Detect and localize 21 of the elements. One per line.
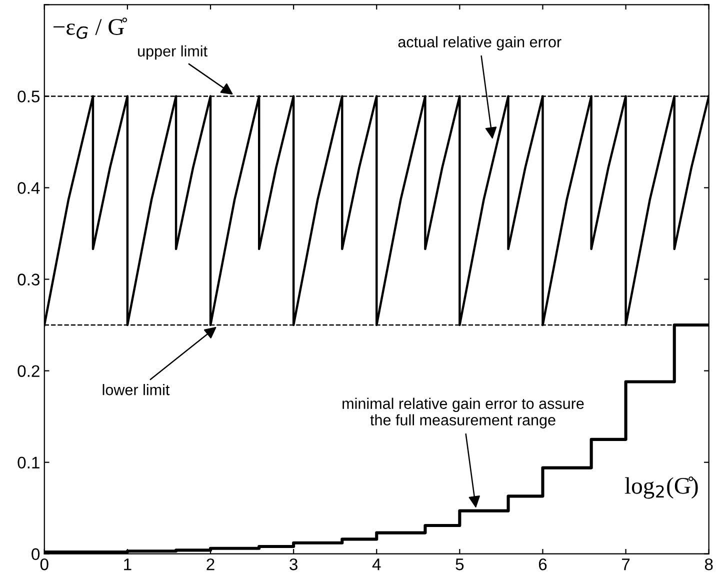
y-axis-title: −ε$_{G}$ / G̊ [54,18,128,39]
x-tick-label: 7 [622,558,630,570]
annotation: lower limit [102,384,170,396]
y-tick-label: 0 [32,548,40,560]
x-tick-label: 1 [124,558,132,570]
y-tick-label: 0.3 [18,274,40,286]
annotation: minimal relative gain error to assure the full measurement range [342,398,584,428]
x-tick-label: 3 [290,558,298,570]
x-tick-label: 8 [704,558,713,570]
annotation: upper limit [138,45,208,60]
y-tick-label: 0.4 [18,182,40,194]
x-tick-label: 5 [456,558,464,570]
annotation: actual relative gain error [398,36,562,50]
x-axis-title: log$_{2}$(G̊) [624,476,698,499]
x-tick-label: 4 [372,558,381,570]
y-tick-label: 0.1 [18,456,40,469]
x-tick-label: 2 [206,558,214,570]
x-tick-label: 0 [40,558,48,570]
x-tick-label: 6 [538,558,547,570]
y-tick-label: 0.2 [18,365,40,377]
y-tick-label: 0.5 [18,90,40,102]
